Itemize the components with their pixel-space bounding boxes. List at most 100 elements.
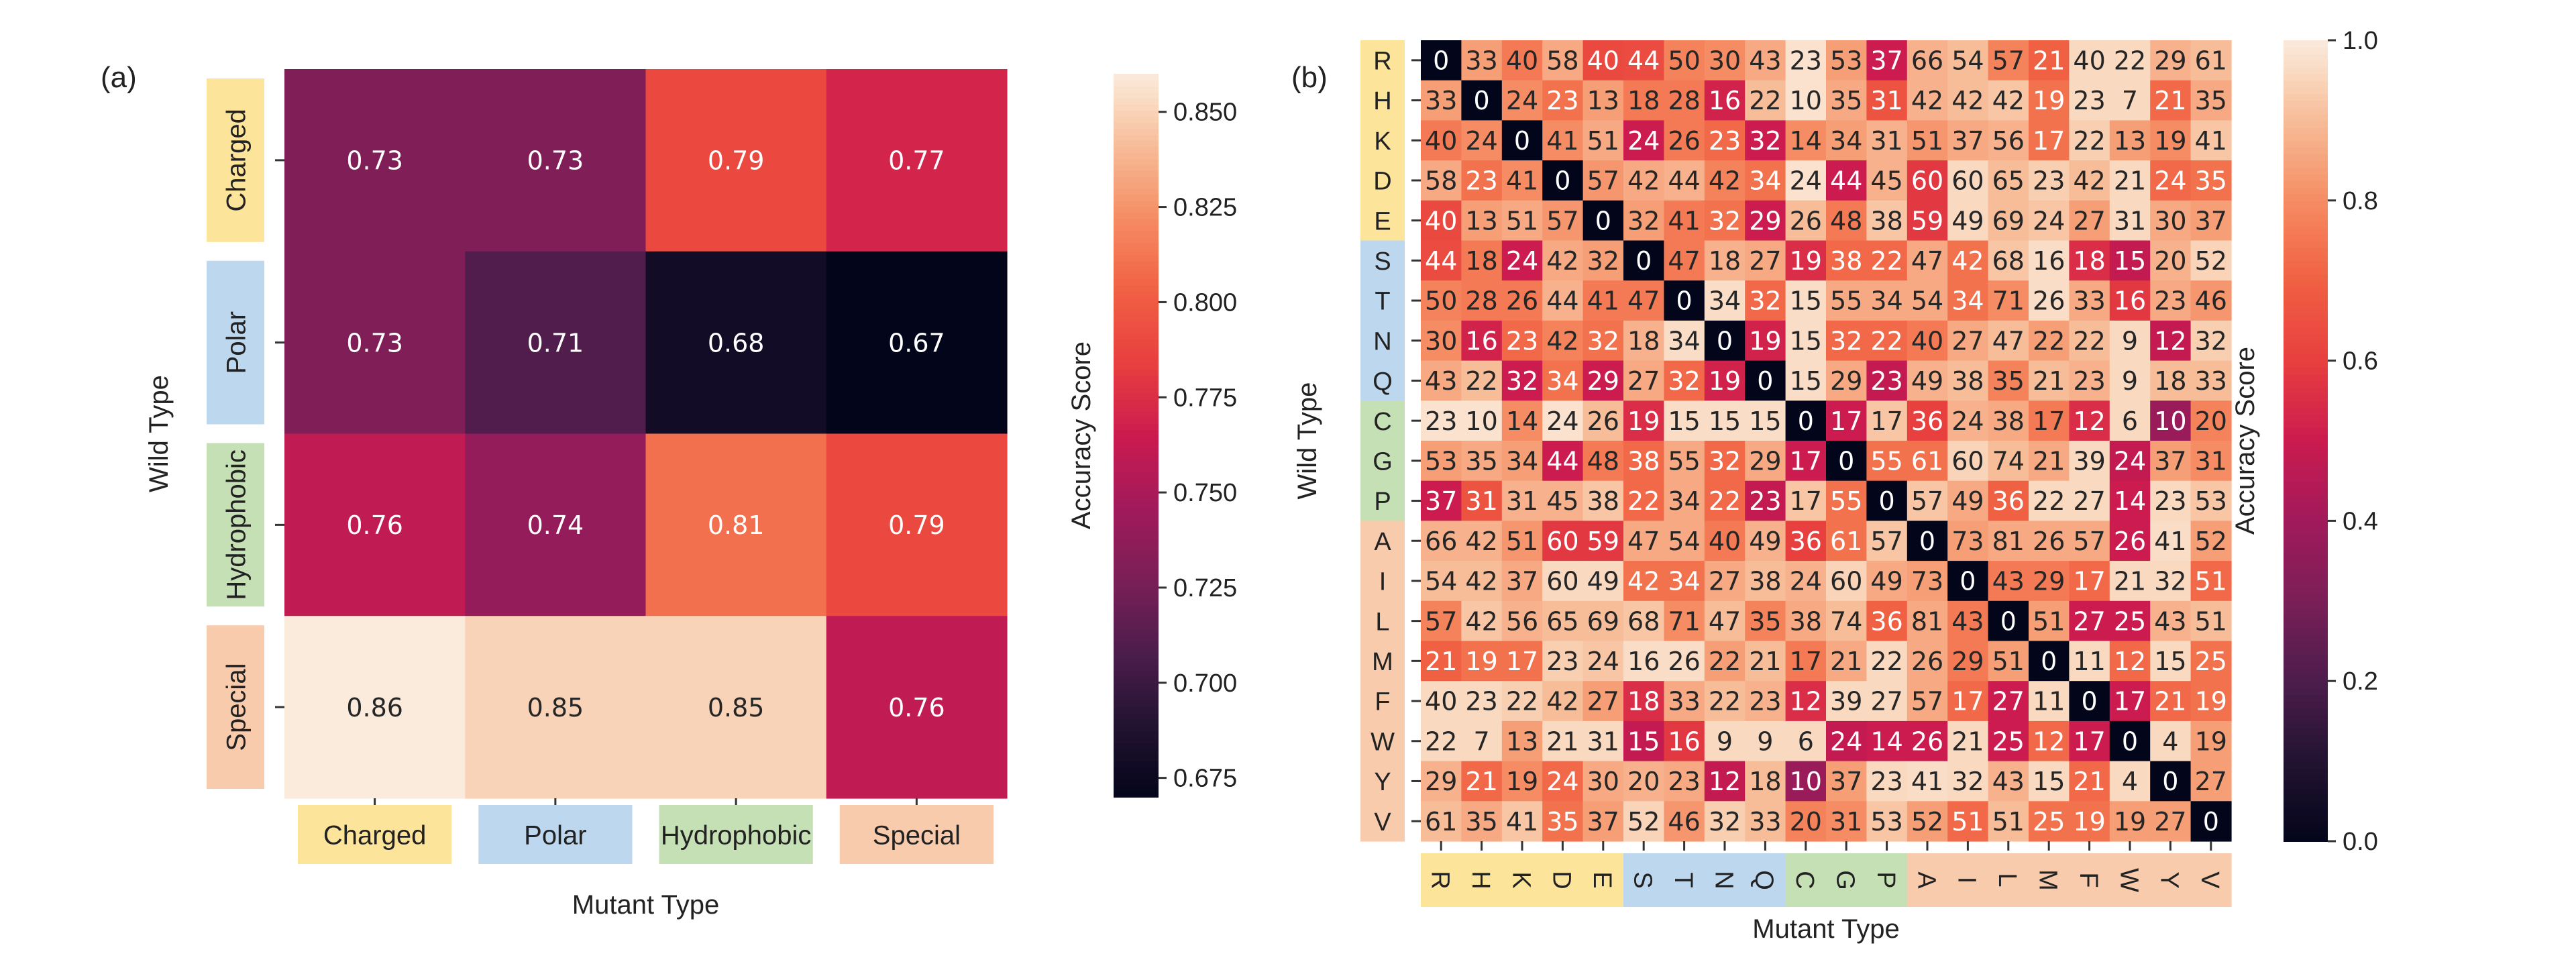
cell-annotation: 66	[1425, 527, 1457, 556]
heatmap-cell	[2150, 40, 2192, 81]
heatmap-cell	[1664, 480, 1705, 521]
colorbar-segment	[2284, 320, 2328, 328]
cell-annotation: 61	[2195, 46, 2227, 76]
colorbar-segment	[1114, 103, 1159, 111]
heatmap-cells: 0.73 0.73 0.79 0.77 0.73 0.71 0.68 0.67 0.76 0.74…	[284, 69, 1008, 799]
heatmap-cell	[2029, 641, 2070, 682]
cell-annotation: 27	[2154, 807, 2186, 836]
heatmap-cell	[2029, 801, 2070, 842]
heatmap-cell	[1664, 521, 1705, 561]
cell-annotation: 24	[2033, 206, 2065, 235]
cell-annotation: 35	[1749, 606, 1781, 636]
cell-annotation: 35	[2195, 166, 2227, 196]
colorbar-segment	[1114, 272, 1159, 280]
heatmap-cell	[1421, 400, 1462, 441]
heatmap-cell	[1947, 720, 1989, 762]
x-tick-label: Hydrophobic	[661, 820, 812, 850]
cell-annotation: 6	[1798, 726, 1814, 756]
cell-annotation: 43	[1425, 366, 1457, 396]
cell-annotation: 47	[1627, 286, 1660, 316]
heatmap-cell	[1461, 240, 1503, 281]
column-group-box	[1461, 853, 1503, 907]
cell-annotation: 22	[2033, 326, 2065, 356]
heatmap-cell	[1866, 441, 1908, 482]
heatmap-cell	[2190, 400, 2232, 441]
x-tick-label: Polar	[524, 820, 586, 850]
heatmap-cell	[2109, 521, 2151, 561]
heatmap-cell	[2190, 801, 2232, 842]
heatmap-cell	[1501, 641, 1543, 682]
cell-annotation: 0.85	[708, 693, 765, 722]
cell-annotation: 24	[1506, 246, 1538, 276]
colorbar-segment	[1114, 555, 1159, 563]
colorbar-tick-label: 0.800	[1173, 288, 1237, 317]
heatmap-cell	[1947, 761, 1989, 802]
cell-annotation: 22	[1870, 326, 1902, 356]
cell-annotation: 0	[1474, 86, 1490, 115]
row-group-box	[1360, 720, 1405, 762]
cell-annotation: 57	[2073, 527, 2105, 556]
cell-annotation: 57	[1992, 46, 2025, 76]
cell-annotation: 59	[1587, 527, 1619, 556]
heatmap-cell	[1704, 441, 1746, 482]
cell-annotation: 32	[1627, 206, 1660, 235]
cell-annotation: 26	[1668, 126, 1700, 156]
colorbar-segment	[1114, 525, 1159, 533]
cell-annotation: 73	[1951, 527, 1984, 556]
colorbar-segment	[1114, 652, 1159, 659]
cell-annotation: 57	[1911, 486, 1943, 516]
colorbar-segment	[2284, 834, 2328, 842]
heatmap-cell	[1623, 120, 1664, 161]
cell-annotation: 54	[1911, 286, 1943, 316]
heatmap-cell	[2150, 320, 2192, 362]
heatmap-cell	[1907, 561, 1948, 602]
heatmap-cell	[2069, 320, 2110, 362]
heatmap-cell	[1907, 320, 1948, 362]
heatmap-cell	[1988, 400, 2029, 441]
x-tick-label: C	[1790, 871, 1819, 889]
heatmap-cell	[1866, 400, 1908, 441]
x-tick-label: A	[1912, 871, 1940, 889]
cell-annotation: 27	[2073, 606, 2105, 636]
heatmap-cell	[284, 616, 466, 799]
cell-annotation: 44	[1668, 166, 1700, 196]
colorbar-segment	[2284, 647, 2328, 655]
heatmap-cell	[2029, 40, 2070, 81]
cell-annotation: 48	[1587, 447, 1619, 476]
x-tick-label: K	[1507, 871, 1535, 888]
colorbar-segment	[1114, 489, 1159, 496]
colorbar-segment	[1114, 363, 1159, 370]
heatmap-cell	[1826, 521, 1867, 561]
colorbar-segment	[2284, 788, 2328, 796]
heatmap-cell	[1582, 240, 1624, 281]
cell-annotation: 52	[2195, 246, 2227, 276]
cell-annotation: 24	[1587, 647, 1619, 676]
cell-annotation: 6	[2122, 407, 2138, 436]
cell-annotation: 15	[2114, 246, 2146, 276]
cell-annotation: 57	[1911, 687, 1943, 716]
colorbar-segment	[2284, 814, 2328, 822]
cell-annotation: 21	[1951, 726, 1984, 756]
colorbar-segment	[2284, 654, 2328, 662]
heatmap-cell	[1421, 80, 1462, 121]
row-group-box	[1360, 120, 1405, 161]
heatmap-cell	[2029, 521, 2070, 561]
cell-annotation: 18	[2073, 246, 2105, 276]
cell-annotation: 22	[1465, 366, 1497, 396]
colorbar-segment	[2284, 620, 2328, 629]
colorbar-segment	[1114, 85, 1159, 93]
cell-annotation: 0	[1919, 527, 1935, 556]
row-group-box	[1360, 441, 1405, 482]
cell-annotation: 42	[1465, 567, 1497, 596]
cell-annotation: 22	[1749, 86, 1781, 115]
colorbar-segment	[2284, 107, 2328, 115]
heatmap-cell	[1907, 120, 1948, 161]
heatmap-cell	[1988, 240, 2029, 281]
colorbar-segment	[2284, 634, 2328, 642]
heatmap-cell	[1582, 720, 1624, 762]
cell-annotation: 59	[1911, 206, 1943, 235]
heatmap-cell	[1623, 521, 1664, 561]
cell-annotation: 34	[1668, 326, 1700, 356]
cell-annotation: 29	[1951, 647, 1984, 676]
heatmap-cell	[1785, 360, 1827, 401]
